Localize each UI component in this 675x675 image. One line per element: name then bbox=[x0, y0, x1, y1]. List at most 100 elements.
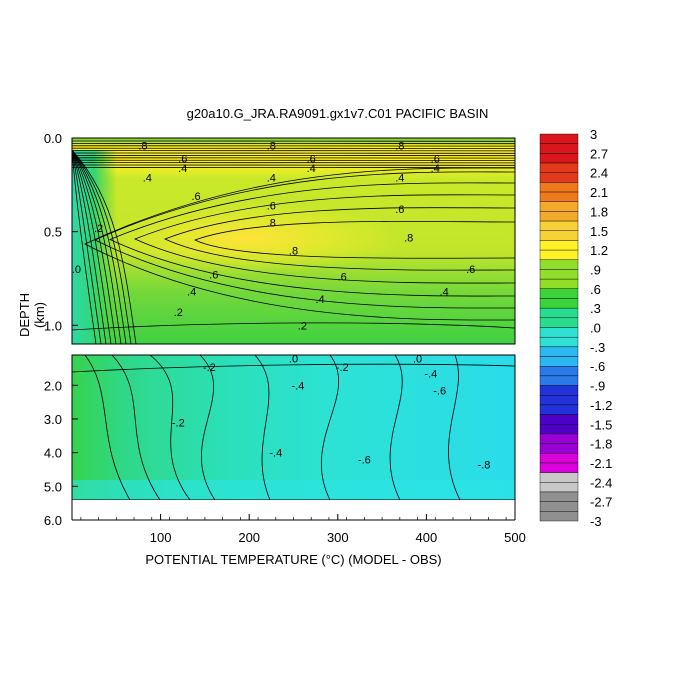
colorbar-box bbox=[539, 240, 579, 251]
contour-line bbox=[72, 149, 137, 344]
contour-label: .2 bbox=[94, 223, 103, 235]
colorbar-box bbox=[539, 375, 579, 386]
contour-label: .8 bbox=[404, 232, 413, 244]
contour-line bbox=[109, 182, 515, 297]
y-tick-label: 2.0 bbox=[44, 378, 62, 393]
y-tick-label: 0.5 bbox=[44, 225, 62, 240]
colorbar-label: .3 bbox=[590, 301, 601, 316]
colorbar-box bbox=[539, 191, 579, 202]
contour-label: -.2 bbox=[203, 362, 216, 374]
colorbar-label: .6 bbox=[590, 282, 601, 297]
contour-line bbox=[320, 355, 340, 500]
y-tick-label: 3.0 bbox=[44, 412, 62, 427]
colorbar-box bbox=[539, 269, 579, 280]
colorbar-label: -2.4 bbox=[590, 475, 612, 490]
axes: 100 200 300 400 500 0.0 0.5 1.0 2.0 3.0 4.0 5.0 6.0 bbox=[44, 131, 526, 545]
contour-label: .8 bbox=[267, 217, 276, 229]
contour-line bbox=[72, 149, 132, 344]
x-axis-label: POTENTIAL TEMPERATURE (°C) (MODEL - OBS) bbox=[145, 552, 442, 567]
colorbar-box bbox=[539, 491, 579, 502]
colorbar-box bbox=[539, 346, 579, 357]
lower-fill bbox=[72, 355, 515, 500]
contour-label: .0 bbox=[289, 353, 298, 365]
colorbar-label: 1.5 bbox=[590, 224, 608, 239]
contour-label: .6 bbox=[395, 204, 404, 216]
contour-label: -.4 bbox=[269, 448, 282, 460]
upper-core bbox=[100, 202, 400, 274]
upper-panel bbox=[71, 137, 516, 345]
colorbar-box bbox=[539, 433, 579, 444]
colorbar-box bbox=[539, 462, 579, 473]
colorbar-label: 1.8 bbox=[590, 204, 608, 219]
y-tick-label: 1.0 bbox=[44, 318, 62, 333]
colorbar-box bbox=[539, 424, 579, 435]
contour-label: .8 bbox=[138, 140, 147, 152]
y-tick-label: 0.0 bbox=[44, 131, 62, 146]
colorbar-box bbox=[539, 443, 579, 454]
contour-line bbox=[84, 355, 131, 500]
colorbar-box bbox=[539, 356, 579, 367]
contour-label: .6 bbox=[466, 264, 475, 276]
contour-label: .8 bbox=[267, 140, 276, 152]
colorbar-label: 2.4 bbox=[590, 166, 608, 181]
contour-label: .6 bbox=[267, 200, 276, 212]
contour-label: .6 bbox=[209, 270, 218, 282]
colorbar-box bbox=[539, 201, 579, 212]
colorbar-label: 3 bbox=[590, 127, 597, 142]
upper-frame bbox=[71, 137, 516, 345]
contour-label: .4 bbox=[431, 163, 440, 175]
x-tick-label: 200 bbox=[238, 530, 260, 545]
y-tick-label: 5.0 bbox=[44, 479, 62, 494]
contour-label: .6 bbox=[178, 154, 187, 166]
colorbar-label: -2.1 bbox=[590, 456, 612, 471]
x-tick-label: 100 bbox=[150, 530, 172, 545]
contour-label: -.2 bbox=[336, 362, 349, 374]
colorbar-box bbox=[539, 162, 579, 173]
colorbar-label: -2.7 bbox=[590, 495, 612, 510]
colorbar-label: .9 bbox=[590, 262, 601, 277]
contour-line bbox=[72, 363, 515, 373]
colorbar-label: -.3 bbox=[590, 340, 605, 355]
contour-label: .8 bbox=[289, 245, 298, 257]
colorbar-box bbox=[539, 133, 579, 144]
colorbar-box bbox=[539, 453, 579, 464]
colorbar-box bbox=[539, 482, 579, 493]
contour-label: .0 bbox=[413, 353, 422, 365]
y-tick-label: 6.0 bbox=[44, 513, 62, 528]
contour-labels: .8.8.8.6.6.6.4.4.4.4.4.4.6.6.6.2.8.8.8.0… bbox=[72, 140, 491, 471]
x-tick-label: 500 bbox=[504, 530, 526, 545]
contour-label: -.6 bbox=[358, 454, 371, 466]
colorbar: 3 2.7 2.4 2.1 1.8 1.5 1.2 .9 .6 .3 .0 -.3 -.6 -.9 -1.2… bbox=[539, 127, 612, 529]
contour-label: .4 bbox=[267, 172, 276, 184]
x-tick-label: 400 bbox=[416, 530, 438, 545]
contour-label: -.2 bbox=[172, 417, 185, 429]
colorbar-box bbox=[539, 501, 579, 512]
x-tick-label: 300 bbox=[327, 530, 349, 545]
contour-label: .4 bbox=[395, 172, 404, 184]
colorbar-label: -1.2 bbox=[590, 398, 612, 413]
contour-label: .4 bbox=[187, 287, 196, 299]
contour-line bbox=[149, 355, 191, 500]
contour-label: .2 bbox=[174, 307, 183, 319]
contour-line bbox=[72, 149, 107, 344]
contour-line bbox=[84, 167, 515, 321]
contour-label: .6 bbox=[431, 154, 440, 166]
contour-line bbox=[72, 149, 127, 344]
lower-bottom-band bbox=[72, 480, 515, 500]
contour-label: .6 bbox=[307, 154, 316, 166]
contour-line bbox=[72, 322, 515, 331]
contour-label: .6 bbox=[191, 191, 200, 203]
colorbar-box bbox=[539, 230, 579, 241]
contour-label: .6 bbox=[338, 272, 347, 284]
colorbar-box bbox=[539, 182, 579, 193]
colorbar-box bbox=[539, 259, 579, 270]
colorbar-box bbox=[539, 472, 579, 483]
colorbar-box bbox=[539, 317, 579, 328]
contour-line bbox=[199, 355, 216, 500]
colorbar-label: 2.1 bbox=[590, 185, 608, 200]
contour-line bbox=[389, 355, 403, 500]
colorbar-box bbox=[539, 366, 579, 377]
y-tick-label: 4.0 bbox=[44, 446, 62, 461]
colorbar-box bbox=[539, 220, 579, 231]
contour-label: .4 bbox=[307, 163, 316, 175]
